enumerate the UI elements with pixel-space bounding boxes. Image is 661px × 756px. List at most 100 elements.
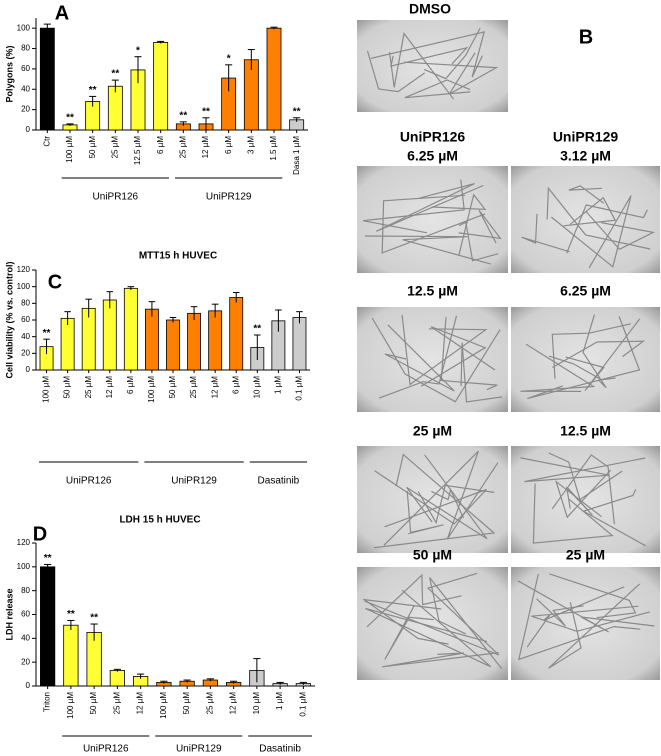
group-label: Dasatinib — [258, 476, 300, 487]
cell-network — [517, 573, 641, 661]
x-tick-label: 100 µM — [147, 376, 156, 403]
cell-network — [585, 210, 656, 251]
x-tick-label: 12 µM — [201, 136, 210, 159]
cell-network — [417, 484, 495, 525]
cell-network — [382, 652, 499, 668]
cell-network — [420, 326, 496, 387]
cell-network — [366, 573, 462, 628]
y-tick-label: 120 — [17, 538, 31, 547]
x-tick-label: 10 µM — [252, 376, 261, 399]
cell-network — [431, 487, 464, 519]
micrograph — [357, 446, 508, 553]
y-tick-label: 80 — [21, 586, 30, 595]
micrograph — [357, 20, 508, 112]
cell-network — [555, 469, 612, 519]
x-tick-label: 12.5 µM — [133, 136, 142, 165]
cell-network — [548, 452, 623, 501]
x-tick-label: 1 µM — [273, 376, 282, 394]
cell-network — [366, 50, 426, 93]
control-label: DMSO — [409, 1, 451, 17]
x-tick-label: Triton — [43, 692, 52, 712]
cell-network — [364, 235, 492, 265]
dose-label: 6.25 µM — [560, 283, 611, 299]
cell-network — [404, 79, 471, 99]
x-tick-label: 100 µM — [66, 692, 75, 719]
x-tick-label: 25 µM — [189, 376, 198, 399]
significance-label: ** — [111, 69, 119, 80]
panel-letter: D — [33, 523, 47, 545]
group-label: UniPR126 — [93, 192, 139, 203]
panel-letter: A — [55, 2, 69, 24]
y-tick-label: 60 — [21, 315, 30, 324]
x-tick-label: 12 µM — [210, 376, 219, 399]
y-tick-label: 20 — [21, 105, 30, 114]
y-axis-label: Cell viability (% vs. control) — [4, 261, 14, 378]
significance-label: ** — [44, 553, 52, 564]
x-tick-label: Dasa 1 µM — [292, 136, 301, 175]
x-tick-label: 50 µM — [182, 692, 191, 715]
cell-network — [551, 195, 632, 269]
cell-network — [383, 450, 499, 546]
cell-network — [549, 573, 637, 619]
cell-network — [373, 453, 496, 549]
cell-network — [521, 213, 570, 253]
bar — [81, 307, 96, 371]
y-tick-label: 0 — [26, 681, 31, 690]
cell-network — [381, 194, 486, 254]
bar — [266, 27, 282, 131]
x-tick-label: 50 µM — [89, 692, 98, 715]
y-axis-label: LDH release — [4, 588, 14, 640]
cell-network — [520, 343, 596, 392]
y-tick-label: 40 — [21, 633, 30, 642]
cell-network — [362, 598, 449, 645]
cell-network — [548, 583, 641, 669]
bar — [166, 319, 180, 371]
significance-label: ** — [293, 106, 301, 117]
cell-network — [566, 204, 648, 254]
y-tick-label: 40 — [21, 84, 30, 93]
cell-network — [371, 317, 501, 403]
significance-label: ** — [67, 609, 75, 620]
x-tick-label: 10 µM — [252, 692, 261, 715]
micrograph — [357, 166, 508, 273]
y-tick-label: 100 — [17, 562, 31, 571]
bar — [60, 317, 75, 371]
micrograph — [511, 166, 660, 273]
y-tick-label: 20 — [21, 657, 30, 666]
cell-network — [517, 580, 655, 633]
bar — [39, 27, 55, 131]
cell-network — [458, 221, 499, 262]
cell-network — [423, 27, 481, 80]
bar — [153, 42, 169, 131]
bar — [144, 308, 159, 371]
x-tick-label: 12 µM — [136, 692, 145, 715]
group-label: UniPR129 — [171, 476, 217, 487]
y-tick-label: 0 — [26, 125, 31, 134]
bar — [123, 287, 138, 371]
cell-network — [401, 314, 488, 386]
y-tick-label: 100 — [17, 23, 31, 32]
y-tick-label: 0 — [26, 365, 31, 374]
panel-letter: B — [579, 26, 593, 48]
x-tick-label: 3 µM — [246, 136, 255, 154]
x-tick-label: 1 µM — [275, 692, 284, 710]
x-tick-label: Ctr — [42, 136, 51, 147]
y-tick-label: 60 — [21, 610, 30, 619]
dose-label: 3.12 µM — [560, 148, 611, 164]
x-tick-label: 100 µM — [159, 692, 168, 719]
cell-network — [406, 490, 444, 535]
cell-network — [364, 572, 500, 656]
x-tick-label: 0.1 µM — [298, 692, 307, 717]
cell-network — [546, 186, 651, 250]
dose-label: 25 µM — [413, 423, 452, 439]
cell-network — [378, 315, 458, 399]
cell-network — [362, 179, 465, 234]
group-label: UniPR129 — [206, 192, 252, 203]
bar — [229, 297, 244, 371]
x-tick-label: 6 µM — [231, 376, 240, 394]
group-label: UniPR129 — [176, 744, 222, 755]
cell-network — [551, 454, 615, 525]
cell-network — [548, 355, 616, 381]
